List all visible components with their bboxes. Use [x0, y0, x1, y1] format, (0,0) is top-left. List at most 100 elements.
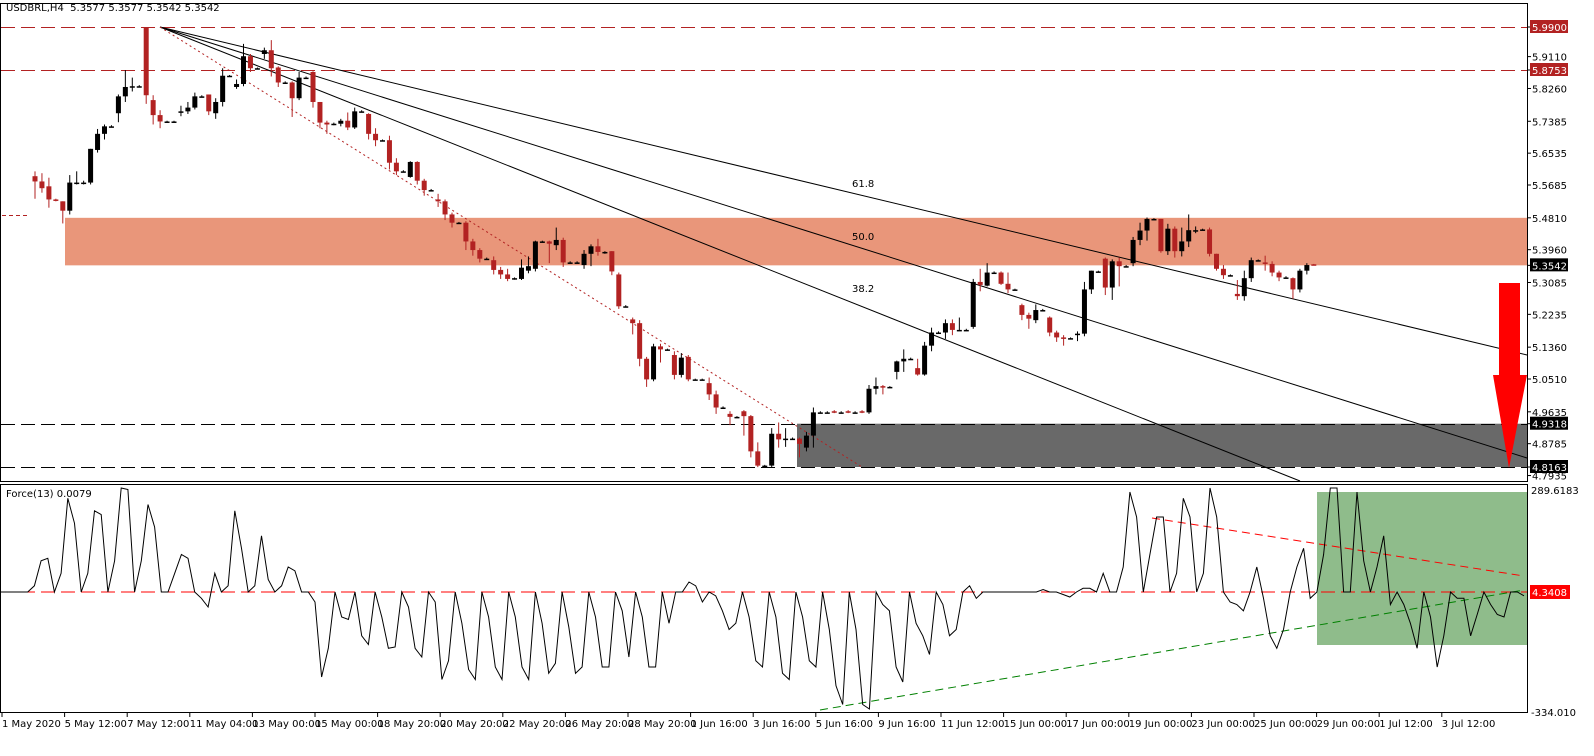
price-axis[interactable]: 5.9900 5.9110 5.8753 5.8260 5.7385 5.6535 5.56… — [1527, 20, 1568, 483]
candle — [1151, 218, 1157, 221]
resistance-zone[interactable] — [65, 217, 1527, 266]
time-label: 15 Jun 00:00 — [1004, 719, 1068, 730]
candle — [1227, 275, 1233, 277]
support-zone[interactable] — [797, 423, 1527, 467]
candle — [692, 379, 698, 381]
candle — [887, 386, 893, 389]
force-indicator-panel[interactable] — [0, 484, 1528, 713]
candle — [407, 161, 413, 177]
time-axis[interactable]: 1 May 2020 5 May 12:00 7 May 12:00 11 May 0… — [1, 713, 1496, 730]
candle — [178, 111, 184, 113]
candle — [1165, 228, 1171, 252]
candle — [95, 133, 101, 150]
candle — [428, 190, 434, 192]
candle — [39, 181, 45, 189]
candle — [1081, 289, 1087, 334]
price-panel[interactable]: 61.8 50.0 38.2 — [0, 3, 1528, 482]
candle — [393, 162, 399, 172]
candle — [102, 126, 107, 134]
candle — [831, 411, 837, 413]
candle — [838, 412, 844, 414]
candle — [108, 126, 114, 128]
price-tag-5.9900 — [1530, 20, 1568, 33]
horizontal-levels-layer — [1, 27, 1527, 468]
candle — [373, 133, 379, 141]
indicator-highlight-box — [1317, 492, 1527, 645]
time-label: 15 May 00:00 — [315, 719, 384, 730]
candle — [414, 161, 420, 181]
candle — [630, 319, 636, 324]
indicator-axis[interactable]: 289.6183 4.3408 -334.010 — [1530, 486, 1579, 719]
indicator-trendlines — [819, 517, 1525, 711]
time-label: 11 Jun 12:00 — [941, 719, 1005, 730]
candle — [199, 96, 205, 98]
candle — [616, 274, 622, 307]
candle — [352, 111, 358, 128]
fib-fan-baseline[interactable] — [159, 26, 863, 468]
fib-fan-line-61.8[interactable] — [159, 26, 1528, 356]
candle — [442, 201, 448, 215]
price-tag-4.8163 — [1530, 460, 1568, 473]
candle — [671, 355, 677, 375]
time-label: 13 May 00:00 — [252, 719, 321, 730]
fib-label-38.2: 38.2 — [852, 284, 874, 295]
candle — [776, 433, 782, 440]
candle — [150, 100, 156, 116]
candle — [491, 260, 497, 270]
candle — [359, 111, 365, 113]
candle — [122, 86, 128, 97]
candle — [664, 349, 670, 351]
candle — [88, 148, 94, 183]
candle — [512, 278, 518, 280]
green-highlight-box[interactable] — [1317, 492, 1527, 645]
price-label: 4.9635 — [1532, 408, 1567, 419]
candle — [1304, 265, 1310, 271]
candle — [60, 201, 66, 211]
candle — [678, 357, 684, 375]
candle — [282, 82, 288, 84]
fib-fan-line-38.2[interactable] — [159, 26, 1301, 482]
candle — [1186, 230, 1192, 242]
candle — [1234, 293, 1240, 297]
candle — [574, 262, 580, 264]
down-arrow-icon — [1493, 283, 1527, 468]
candle — [338, 120, 344, 124]
candle — [991, 272, 997, 275]
price-tag-5.3542 — [1530, 258, 1568, 272]
candle — [435, 199, 441, 202]
candle — [929, 332, 935, 346]
candle — [810, 412, 816, 436]
candle — [866, 388, 872, 413]
candle — [880, 386, 886, 388]
force-ascending-trendline[interactable] — [819, 589, 1525, 711]
candle — [1207, 229, 1213, 254]
indicator-scale-top: 289.6183 — [1531, 486, 1579, 497]
zones-layer — [65, 217, 1527, 467]
fib-label-50.0: 50.0 — [852, 232, 874, 243]
time-label: 23 Jun 00:00 — [1191, 719, 1255, 730]
candle — [303, 77, 309, 80]
candle — [129, 86, 135, 88]
fib-label-61.8: 61.8 — [852, 179, 874, 190]
price-label: 5.6535 — [1532, 149, 1567, 160]
fib-fan-line-50.0[interactable] — [159, 26, 1528, 459]
candle — [324, 122, 330, 125]
candle — [386, 140, 392, 163]
candle — [720, 407, 726, 410]
time-label: 3 Jul 12:00 — [1442, 719, 1496, 730]
time-label: 1 Jun 16:00 — [691, 719, 748, 730]
price-label: 5.5685 — [1532, 181, 1567, 192]
fibonacci-fan[interactable]: 61.8 50.0 38.2 — [159, 26, 1528, 482]
candle — [192, 96, 198, 108]
force-descending-trendline[interactable] — [1151, 517, 1525, 577]
candle — [644, 358, 650, 380]
candle — [275, 67, 281, 83]
price-label: 5.3542 — [1532, 261, 1567, 272]
candle — [706, 383, 712, 395]
candle — [803, 435, 809, 448]
candle — [651, 346, 657, 380]
indicator-level-tag — [1530, 585, 1570, 599]
price-label: 4.7935 — [1532, 472, 1567, 483]
candle — [755, 451, 761, 466]
